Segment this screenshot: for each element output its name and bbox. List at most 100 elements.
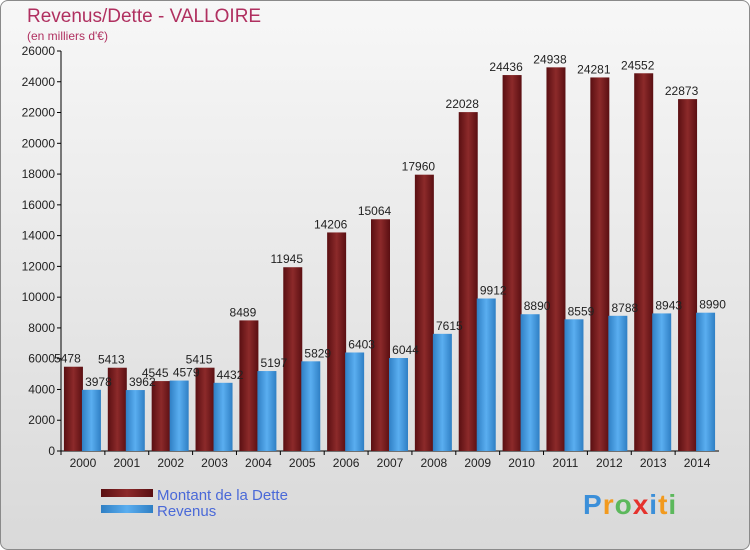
logo-letter: o (614, 489, 633, 520)
bar-revenus-label: 9912 (480, 284, 507, 298)
y-tick-label: 8000 (28, 321, 55, 335)
x-tick-label: 2003 (201, 456, 228, 470)
bar-revenus-label: 4432 (217, 368, 244, 382)
bar-debt (546, 67, 566, 451)
bar-debt (371, 219, 390, 451)
logo-letter: t (658, 489, 669, 520)
y-tick-label: 0 (48, 444, 55, 458)
logo-letter: P (583, 489, 603, 520)
legend-label-revenus: Revenus (157, 503, 216, 520)
logo-letter: i (649, 489, 659, 520)
x-tick-label: 2005 (289, 456, 316, 470)
bar-debt (458, 112, 478, 451)
x-tick-label: 2006 (333, 456, 360, 470)
legend-swatch-revenus (101, 505, 153, 513)
bar-revenus-label: 3962 (129, 375, 156, 389)
bar-revenus (564, 319, 584, 451)
y-tick-label: 14000 (22, 229, 56, 243)
bar-revenus (389, 358, 408, 451)
bar-revenus (696, 312, 716, 451)
bar-revenus-label: 6403 (348, 337, 375, 351)
y-tick-label: 2000 (28, 413, 55, 427)
logo-letter: r (602, 489, 615, 520)
bar-debt-label: 5478 (54, 352, 81, 366)
x-tick-label: 2007 (377, 456, 404, 470)
bar-debt (634, 73, 654, 452)
x-tick-label: 2014 (684, 456, 711, 470)
legend-label-debt: Montant de la Dette (157, 487, 288, 504)
bar-revenus (520, 314, 540, 451)
bar-debt-label: 24281 (577, 62, 611, 76)
bar-debt-label: 5415 (186, 353, 213, 367)
bar-debt-label: 11945 (271, 252, 304, 266)
bar-debt (107, 367, 127, 451)
bar-debt (63, 366, 83, 451)
bar-debt-label: 24552 (621, 58, 655, 72)
bar-revenus (652, 313, 672, 451)
logo-letter: x (632, 489, 650, 520)
y-tick-label: 10000 (22, 290, 56, 304)
bar-debt (283, 267, 303, 451)
chart-title: Revenus/Dette - VALLOIRE (27, 6, 262, 27)
y-tick-label: 6000 (28, 352, 55, 366)
bar-debt-label: 17960 (402, 160, 436, 174)
bar-revenus (81, 389, 101, 451)
x-tick-label: 2009 (464, 456, 491, 470)
bar-debt (502, 75, 522, 452)
bar-debt (327, 232, 347, 451)
bar-debt-label: 22028 (446, 97, 480, 111)
bar-debt-label: 24436 (489, 60, 523, 74)
chart-subtitle: (en milliers d'€) (27, 29, 108, 43)
bar-revenus-label: 7615 (436, 319, 463, 333)
bar-revenus-label: 4579 (173, 366, 200, 380)
bar-debt (195, 367, 215, 451)
bar-revenus-label: 8990 (699, 298, 726, 312)
y-tick-label: 18000 (22, 167, 56, 181)
y-tick-label: 16000 (22, 198, 56, 212)
bar-revenus-label: 3978 (85, 375, 112, 389)
bar-debt-label: 4545 (142, 366, 169, 380)
legend-swatch-debt (101, 489, 153, 497)
bar-revenus (476, 298, 496, 451)
y-tick-label: 24000 (22, 75, 56, 89)
x-tick-label: 2012 (596, 456, 623, 470)
logo-letter: i (668, 489, 678, 520)
bar-revenus (301, 361, 321, 451)
y-tick-label: 12000 (22, 259, 56, 273)
bar-revenus (213, 382, 233, 451)
bar-revenus-label: 8788 (611, 301, 638, 315)
bar-revenus-label: 5197 (261, 356, 288, 370)
x-tick-label: 2013 (640, 456, 667, 470)
bar-revenus (125, 390, 145, 451)
x-tick-label: 2000 (70, 456, 97, 470)
bar-debt-label: 8489 (230, 305, 257, 319)
y-tick-label: 22000 (22, 106, 56, 120)
x-tick-label: 2008 (421, 456, 448, 470)
y-tick-label: 20000 (22, 136, 56, 150)
x-tick-label: 2011 (553, 456, 579, 470)
bar-revenus (608, 315, 628, 451)
bar-revenus (169, 380, 189, 451)
bar-revenus-label: 8559 (568, 304, 595, 318)
x-tick-label: 2010 (508, 456, 535, 470)
bar-revenus-label: 6044 (392, 343, 419, 357)
y-tick-label: 26000 (22, 44, 56, 58)
x-tick-label: 2004 (245, 456, 272, 470)
bar-debt (151, 381, 171, 451)
bar-revenus-label: 5829 (304, 346, 331, 360)
bar-debt-label: 24938 (533, 52, 567, 66)
y-tick-label: 4000 (28, 382, 55, 396)
bar-debt (590, 77, 610, 451)
bar-revenus (257, 371, 277, 451)
x-tick-label: 2002 (157, 456, 184, 470)
bar-debt-label: 22873 (665, 84, 699, 98)
proxiti-logo: Proxiti (583, 489, 677, 521)
bar-debt-label: 5413 (98, 353, 125, 367)
bar-debt (678, 99, 698, 451)
x-tick-label: 2001 (113, 456, 140, 470)
bar-revenus (432, 333, 452, 451)
bar-debt-label: 14206 (314, 217, 348, 231)
bar-debt (414, 174, 434, 451)
bar-revenus (345, 352, 365, 451)
